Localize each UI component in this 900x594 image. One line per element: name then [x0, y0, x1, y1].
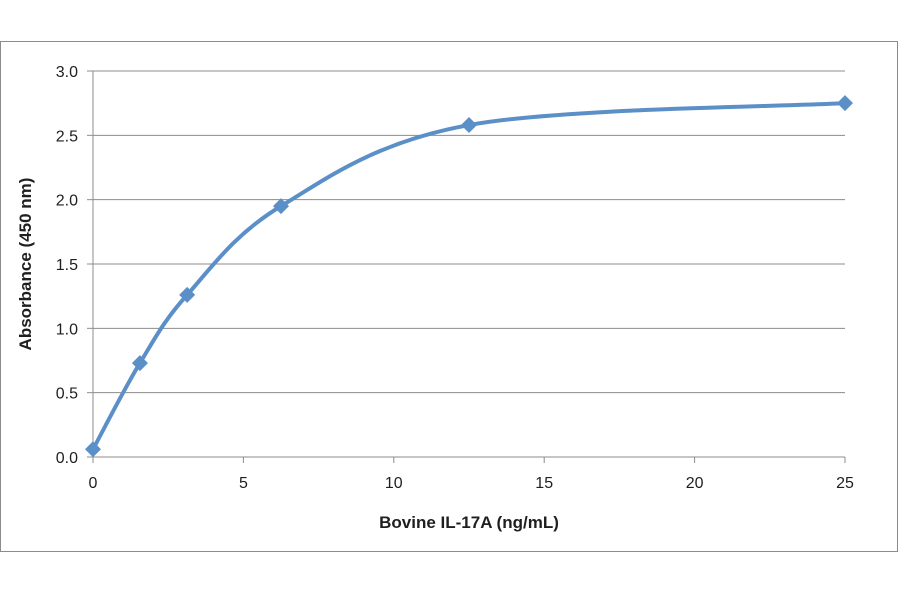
data-markers	[85, 95, 853, 458]
series-curve	[91, 101, 847, 452]
x-tick-labels: 0 5 10 15 20 25	[89, 475, 854, 492]
y-tick-label: 2.0	[56, 193, 78, 210]
y-tick-label: 1.0	[56, 321, 78, 338]
x-tick-label: 0	[89, 475, 98, 492]
x-tick-label: 25	[836, 475, 854, 492]
y-tick-label: 2.5	[56, 128, 78, 145]
data-point-marker	[179, 286, 196, 303]
axis-layer	[87, 70, 846, 463]
chart-frame	[0, 41, 898, 552]
data-point-marker	[131, 355, 148, 372]
data-point-marker	[85, 441, 101, 458]
x-axis-title: Bovine IL-17A (ng/mL)	[379, 513, 559, 532]
y-tick-labels: 0.0 0.5 1.0 1.5 2.0 2.5 3.0	[56, 64, 78, 467]
grid-layer	[93, 70, 845, 394]
y-tick-label: 0.0	[56, 450, 78, 467]
y-tick-label: 0.5	[56, 386, 78, 403]
data-point-marker	[837, 95, 853, 112]
x-tick-label: 5	[239, 475, 248, 492]
x-tick-label: 20	[686, 475, 704, 492]
x-tick-label: 15	[535, 475, 553, 492]
data-point-marker	[461, 117, 477, 134]
y-tick-label: 1.5	[56, 257, 78, 274]
x-tick-label: 10	[385, 475, 403, 492]
data-point-marker	[273, 198, 289, 215]
y-axis-title: Absorbance (450 nm)	[16, 178, 35, 351]
y-tick-label: 3.0	[56, 64, 78, 81]
